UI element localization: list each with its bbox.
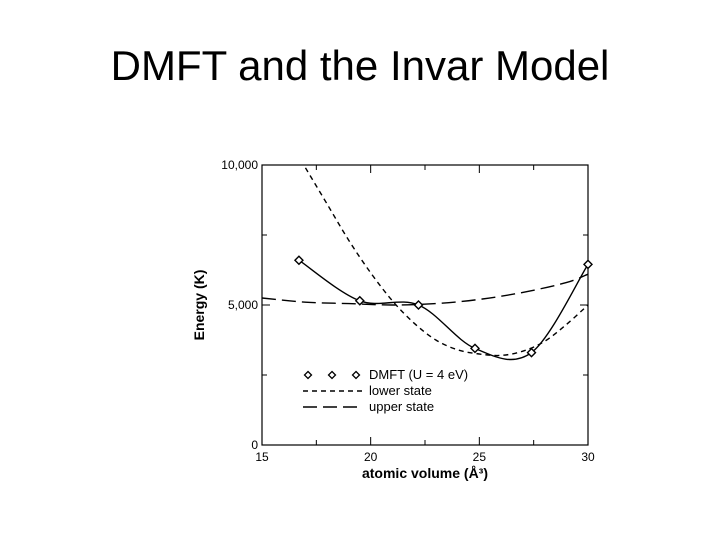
series-layer <box>261 167 593 361</box>
slide-title: DMFT and the Invar Model <box>110 42 610 89</box>
legend-item: upper state <box>303 399 434 414</box>
legend-item: DMFT (U = 4 eV) <box>303 367 468 382</box>
data-point-diamond <box>469 343 480 354</box>
series-1 <box>293 255 593 361</box>
x-tick-label: 15 <box>255 450 269 464</box>
legend-label: lower state <box>369 383 432 398</box>
x-tick-label: 25 <box>473 450 487 464</box>
x-tick-label: 20 <box>364 450 378 464</box>
y-axis-label: Energy (K) <box>191 270 207 341</box>
legend-swatch <box>351 370 361 380</box>
x-axis-label: atomic volume (Å³) <box>362 465 488 481</box>
legend-swatch <box>327 370 337 380</box>
series-line <box>261 273 589 306</box>
legend-swatch <box>303 370 313 380</box>
series-3 <box>261 273 589 306</box>
legend-label: upper state <box>369 399 434 414</box>
axis-ticks: 15 20 25 30 0 5,000 10,000 <box>221 158 595 464</box>
data-point-diamond <box>583 259 593 270</box>
data-point-diamond <box>413 300 424 310</box>
data-point-diamond <box>293 255 304 266</box>
legend-label: DMFT (U = 4 eV) <box>369 367 468 382</box>
data-point-diamond <box>354 295 365 306</box>
x-tick-label: 30 <box>581 450 595 464</box>
y-tick-label: 10,000 <box>221 158 258 172</box>
y-tick-label: 0 <box>251 438 258 452</box>
data-point-diamond <box>526 347 537 358</box>
y-tick-label: 5,000 <box>228 298 258 312</box>
legend-item: lower state <box>303 383 432 398</box>
series-line <box>298 259 589 361</box>
